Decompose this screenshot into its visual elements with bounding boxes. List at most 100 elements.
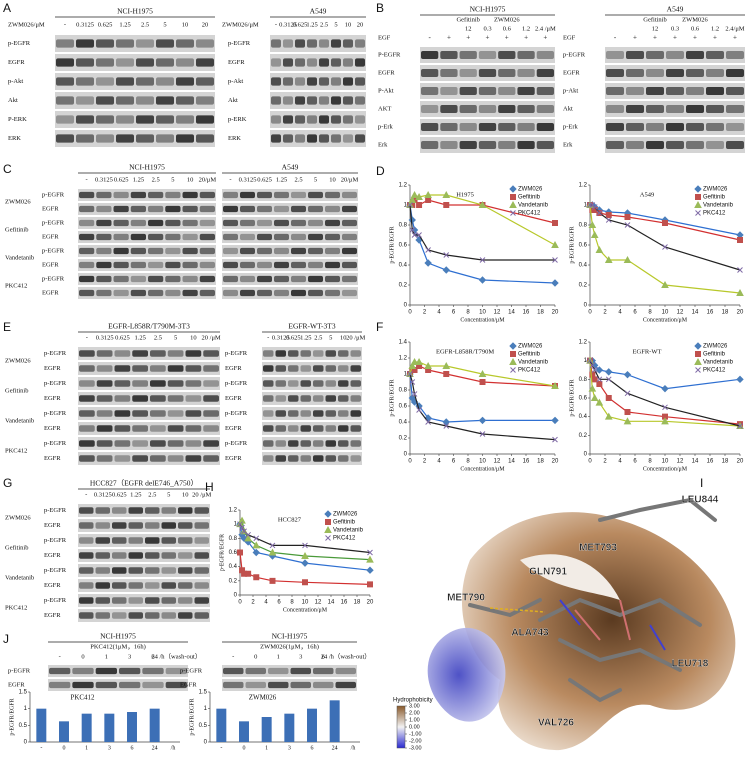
x-axis-label: Concentration/μM <box>643 317 688 323</box>
blot-band <box>319 115 329 124</box>
blot-band <box>96 365 113 372</box>
blot-band <box>331 115 341 124</box>
drug-label: ZWM026 <box>5 514 31 521</box>
blot-band <box>182 233 198 241</box>
blot-band <box>79 440 95 447</box>
blot-background <box>78 564 210 577</box>
blot-background <box>78 392 220 405</box>
chart-title: EGFR-WT <box>633 348 662 355</box>
blot-band <box>291 289 306 297</box>
lane-label: - <box>85 491 87 498</box>
blot-band <box>185 410 202 417</box>
lane-label: 6 <box>151 653 155 660</box>
lane-label: - <box>59 653 61 660</box>
row-label: EGFR <box>44 582 61 589</box>
blot-band <box>290 667 311 675</box>
blot-band <box>79 380 95 387</box>
row-label: Erk <box>378 141 388 148</box>
panel-letter: E <box>3 320 11 334</box>
y-axis-label: p-EGFR/EGFR <box>569 226 575 263</box>
blot-band <box>203 410 219 417</box>
marker <box>302 579 308 586</box>
row-label: EGFR <box>225 455 242 462</box>
blot-background <box>222 231 358 243</box>
blot-band <box>325 191 340 199</box>
y-tick-label: 0.6 <box>399 404 408 410</box>
blot-band <box>161 552 176 559</box>
row-label: EGFR <box>44 455 61 462</box>
blot-band <box>686 69 704 77</box>
blot-band <box>263 365 274 372</box>
y-tick-label: 0 <box>584 303 588 309</box>
marker <box>596 376 603 383</box>
y-tick-label: 0.4 <box>229 564 238 570</box>
colorbar-label: 3.00 <box>409 703 420 709</box>
blot-band <box>199 289 215 297</box>
bar <box>239 721 249 742</box>
blot-band <box>56 115 74 124</box>
marker <box>415 192 423 200</box>
blot-band <box>338 410 349 417</box>
y-tick-label: 0 <box>24 740 28 746</box>
marker <box>442 361 451 369</box>
egf-sign: + <box>653 34 657 42</box>
blot-band <box>319 77 329 86</box>
molecule-surface <box>396 497 736 751</box>
bar <box>59 721 69 742</box>
blot-band <box>150 410 166 417</box>
blot-band <box>113 233 129 241</box>
blot-band <box>626 51 644 59</box>
x-tick-label: 20 <box>552 310 559 316</box>
blot-band <box>646 123 664 131</box>
colorbar-label: 0.00 <box>409 724 420 730</box>
blot-band <box>459 123 477 131</box>
blot-band <box>178 537 193 544</box>
lane-label: - <box>64 21 66 28</box>
marker <box>588 384 597 392</box>
marker <box>624 409 631 415</box>
marker <box>694 342 702 350</box>
blot-band <box>275 365 286 372</box>
blot-background <box>78 549 210 562</box>
blot-background <box>78 609 210 622</box>
drug-label: ZWM026 <box>682 16 708 23</box>
blot-band <box>291 247 306 255</box>
x-axis-label: Concentration/μM <box>283 607 328 613</box>
blot-background <box>262 422 362 435</box>
blot-background <box>78 231 216 243</box>
marker <box>737 423 743 429</box>
marker <box>244 534 252 542</box>
lane-label: 20 /μM <box>202 334 221 341</box>
y-tick-label: 1 <box>24 706 28 712</box>
marker <box>302 542 308 549</box>
lane-label: 0 <box>81 653 84 660</box>
blot-band <box>196 96 214 105</box>
blot-band <box>148 219 164 227</box>
y-tick-label: 0.8 <box>399 223 408 229</box>
x-tick-label: 10 <box>479 459 486 465</box>
blot-background <box>262 362 362 375</box>
blot-band <box>132 455 148 462</box>
marker <box>479 379 486 385</box>
blot-background <box>222 245 358 257</box>
marker <box>238 516 246 524</box>
x-tick-label: 8 <box>290 600 294 606</box>
lane-label: 20/μM <box>199 176 217 183</box>
marker <box>416 407 422 413</box>
blot-band <box>161 522 176 529</box>
blot-background <box>78 362 220 375</box>
blot-band <box>148 247 164 255</box>
y-tick-label: 0.8 <box>579 223 588 229</box>
row-label: EGFR <box>42 233 59 240</box>
lane-label: 3 <box>128 653 131 660</box>
blot-band <box>350 395 361 402</box>
drug-label: Gefitinib <box>5 226 28 233</box>
blot-band <box>178 567 193 574</box>
marker <box>325 535 331 541</box>
bar <box>81 713 92 742</box>
blot-band <box>536 141 554 149</box>
blot-band <box>319 96 329 105</box>
row-label: EGFR <box>44 365 61 372</box>
marker <box>324 510 332 518</box>
